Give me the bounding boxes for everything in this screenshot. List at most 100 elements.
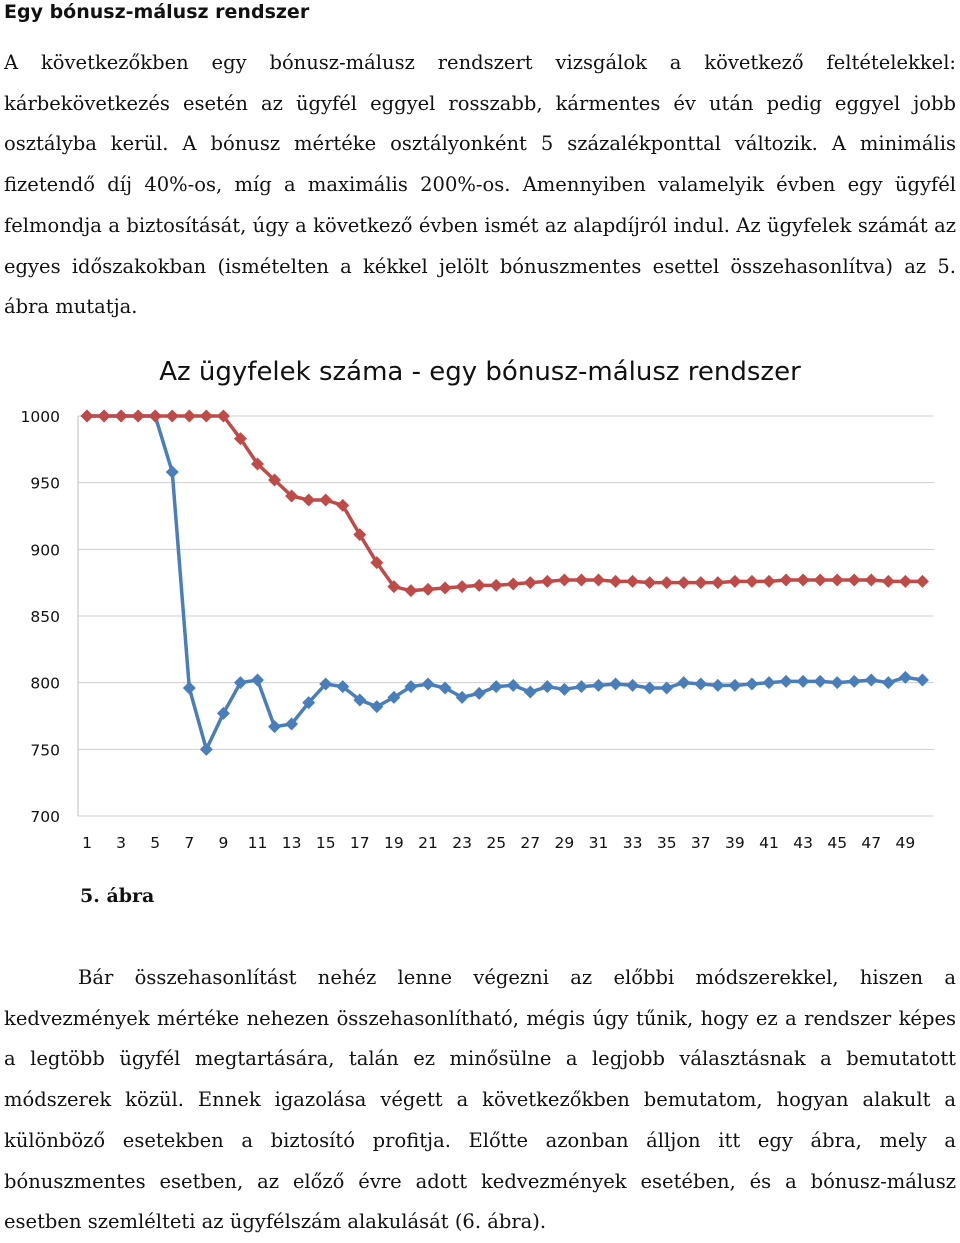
data-point [506,678,520,692]
x-tick-label: 13 [282,834,302,852]
y-tick-label: 800 [30,675,60,693]
data-point [609,574,623,588]
data-point [370,700,384,714]
x-tick-label: 37 [691,834,711,852]
data-point [387,580,401,594]
x-tick-label: 1 [82,834,92,852]
body-paragraph: Bár összehasonlítást nehéz lenne végezni… [4,966,956,1234]
data-point [421,582,435,596]
data-point [762,676,776,690]
data-point [574,573,588,587]
data-point [557,682,571,696]
x-tick-label: 21 [418,834,438,852]
data-point [745,574,759,588]
data-point [285,717,299,731]
data-point [165,409,179,423]
y-tick-label: 750 [30,741,60,759]
data-point [489,680,503,694]
data-point [813,573,827,587]
data-point [813,674,827,688]
x-tick-label: 23 [452,834,472,852]
data-point [796,674,810,688]
data-point [97,409,111,423]
data-point [898,670,912,684]
x-tick-label: 29 [555,834,575,852]
x-tick-label: 9 [218,834,228,852]
data-point [336,680,350,694]
x-axis: 1 3 5 7 9 11 13 15 17 19 21 23 25 27 29 31 33 35 37 39 41 43 4… [82,834,915,852]
x-tick-label: 41 [759,834,779,852]
data-point [216,706,230,720]
data-point [285,489,299,503]
y-tick-label: 700 [30,808,60,826]
data-point [847,674,861,688]
chart-gridlines [77,415,934,817]
x-tick-label: 49 [896,834,916,852]
data-point [319,677,333,691]
chart-series [80,409,929,756]
data-point [302,493,316,507]
data-point [915,574,929,588]
data-point [660,681,674,695]
data-point [216,409,230,423]
data-point [677,576,691,590]
data-point [864,573,878,587]
data-point [796,573,810,587]
series-line-2 [87,414,923,593]
series-line-1 [87,414,923,752]
data-point [319,493,333,507]
data-point [523,685,537,699]
data-point [847,573,861,587]
data-point [677,676,691,690]
chart-title: Az ügyfelek száma - egy bónusz-málusz re… [159,357,801,387]
data-point [302,696,316,710]
data-point [268,473,282,487]
data-point [404,584,418,598]
data-point [472,686,486,700]
data-point [540,680,554,694]
data-point [251,673,264,687]
data-point [165,465,179,479]
data-point [336,498,350,512]
x-tick-label: 3 [116,834,126,852]
data-point [745,677,759,691]
data-point [864,673,878,687]
data-point [148,409,162,423]
x-tick-label: 17 [350,834,370,852]
data-point [233,676,247,690]
x-tick-label: 47 [861,834,881,852]
data-point [80,409,94,423]
chart: Az ügyfelek száma - egy bónusz-málusz re… [21,357,934,852]
data-point [199,742,213,756]
data-point [779,674,793,688]
x-tick-label: 35 [657,834,677,852]
figure-caption: 5. ábra [80,885,155,907]
x-tick-label: 45 [827,834,847,852]
data-point [626,678,640,692]
data-point [455,580,469,594]
section-heading: Egy bónusz-málusz rendszer [4,1,310,23]
data-point [489,578,503,592]
data-point [643,681,657,695]
data-point [881,574,895,588]
data-point [353,693,367,707]
data-point [370,556,384,570]
data-point [421,677,435,691]
data-point [199,409,213,423]
data-point [694,677,708,691]
data-point [540,574,554,588]
data-point [438,681,452,695]
y-axis: 1000 950 900 850 800 750 700 [21,408,60,826]
x-tick-label: 39 [725,834,745,852]
data-point [233,432,247,446]
data-point [728,574,742,588]
x-tick-label: 43 [793,834,813,852]
data-point [830,676,844,690]
data-point [592,573,605,587]
data-point [506,577,520,591]
data-point [387,690,401,704]
y-tick-label: 950 [30,475,60,493]
data-point [711,678,725,692]
x-tick-label: 31 [589,834,609,852]
data-point [609,677,623,691]
